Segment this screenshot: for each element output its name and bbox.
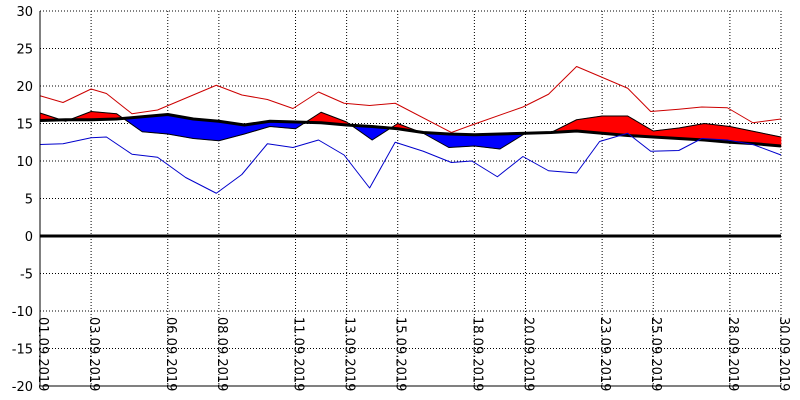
y-tick-label: -10	[12, 305, 33, 320]
warm-anomaly-area	[627, 115, 654, 138]
x-tick-label: 06.09.2019	[163, 317, 178, 391]
normal-temperature-line	[39, 113, 782, 148]
x-tick-label: 11.09.2019	[291, 317, 306, 391]
x-tick-label: 25.09.2019	[648, 317, 663, 391]
grid	[39, 10, 782, 387]
x-tick-label: 30.09.2019	[776, 317, 791, 391]
y-tick-label: 20	[16, 80, 33, 95]
x-tick-label: 01.09.2019	[35, 317, 50, 391]
x-tick-label: 28.09.2019	[725, 317, 740, 391]
series-lines	[39, 66, 782, 194]
y-tick-label: -20	[12, 380, 33, 395]
x-tick-label: 15.09.2019	[393, 317, 408, 391]
mean-temperature-line	[39, 111, 782, 150]
y-tick-label: -15	[12, 343, 33, 358]
y-tick-label: -5	[20, 268, 33, 283]
y-tick-label: 25	[16, 43, 33, 58]
x-tick-label: 18.09.2019	[469, 317, 484, 391]
min-temperature-line	[39, 132, 782, 194]
x-tick-label: 13.09.2019	[342, 317, 357, 391]
x-tick-label: 20.09.2019	[520, 317, 535, 391]
axes	[39, 11, 781, 387]
y-tick-label: 30	[16, 5, 33, 20]
y-tick-label: 15	[16, 118, 33, 133]
max-temperature-line	[39, 66, 782, 133]
y-tick-label: 10	[16, 155, 33, 170]
x-tick-label: 23.09.2019	[597, 317, 612, 391]
y-tick-label: 5	[25, 193, 33, 208]
y-tick-label: 0	[25, 230, 33, 245]
x-tick-label: 03.09.2019	[86, 317, 101, 391]
tick-labels: 30 25 20 15 10 5 0 -5 -10 -15 -20 01.09.2019 03.09.2…	[12, 5, 791, 395]
x-tick-label: 08.09.2019	[214, 317, 229, 391]
